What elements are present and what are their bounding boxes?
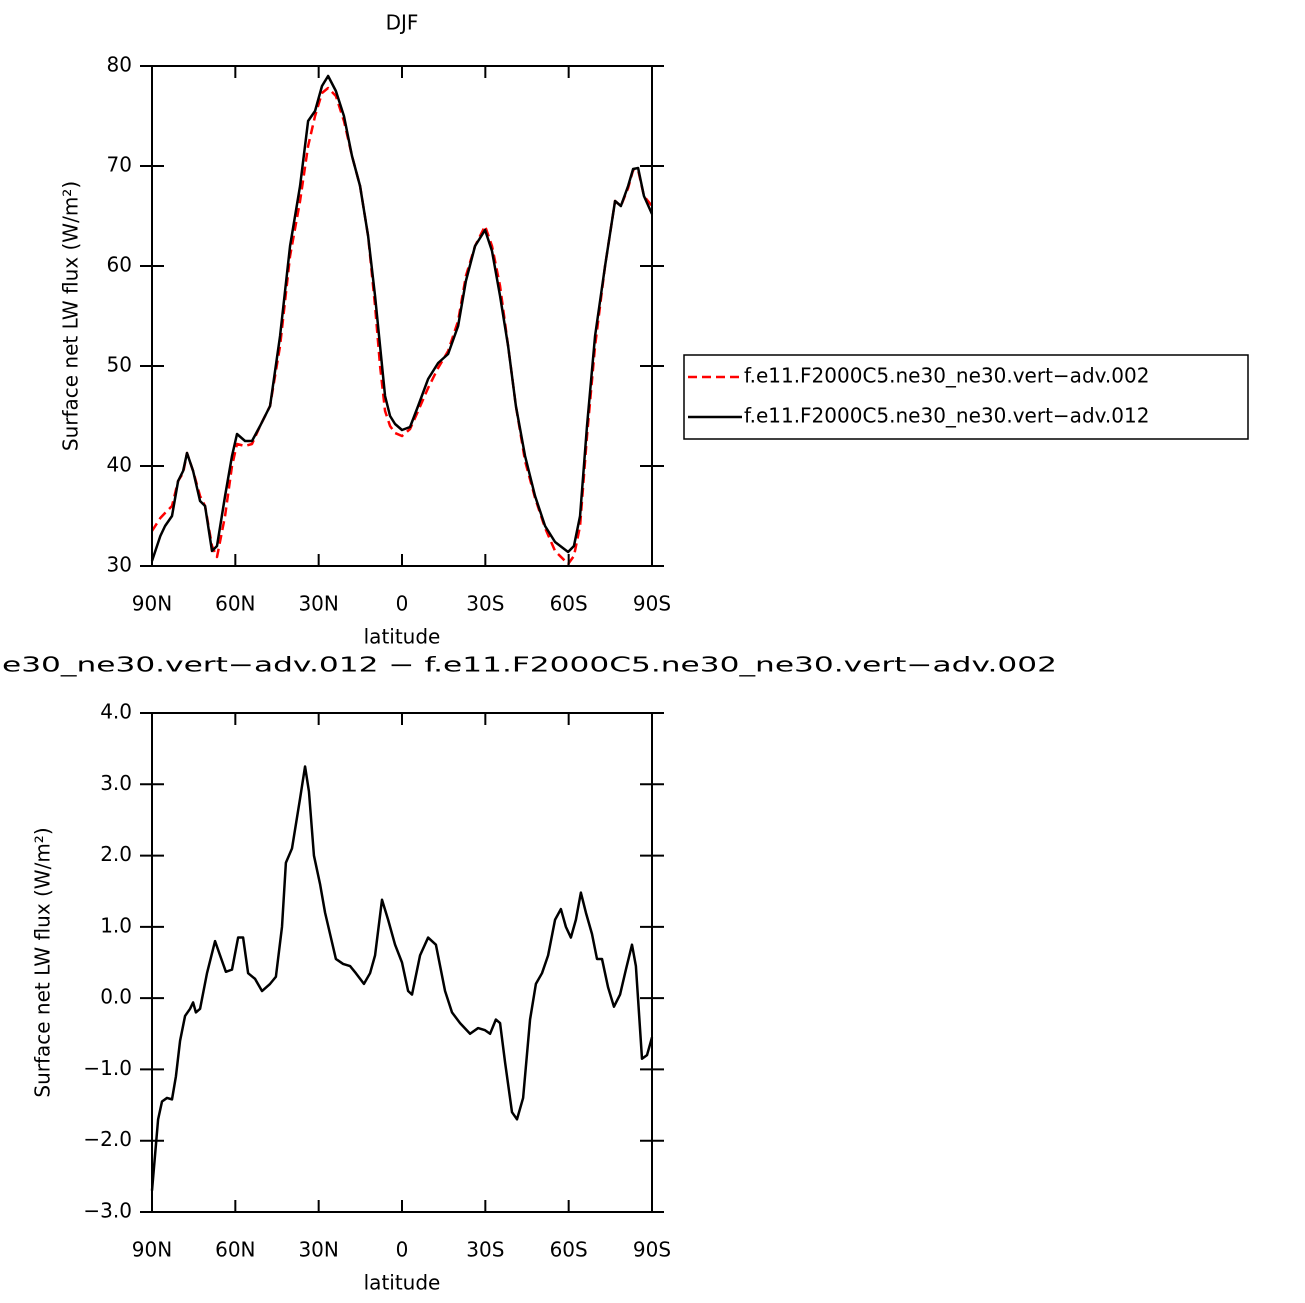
data-line xyxy=(150,765,654,1191)
chart-title: e30_ne30.vert−adv.012 − f.e11.F2000C5.ne… xyxy=(2,653,1057,677)
y-tick-label: −1.0 xyxy=(83,1056,132,1080)
y-tick-label: −2.0 xyxy=(83,1127,132,1151)
x-tick-label: 90N xyxy=(132,1238,172,1262)
x-tick-label: 30S xyxy=(466,592,504,616)
data-line xyxy=(150,86,653,566)
x-tick-label: 0 xyxy=(396,1238,409,1262)
x-axis-label: latitude xyxy=(364,1271,441,1295)
y-tick-label: 70 xyxy=(107,153,132,177)
legend-box xyxy=(683,354,1249,440)
x-tick-label: 90N xyxy=(132,592,172,616)
x-tick-label: 90S xyxy=(633,1238,671,1262)
chart-title: DJF xyxy=(386,11,419,35)
y-axis-label: Surface net LW flux (W/m²) xyxy=(59,181,83,451)
y-tick-label: 40 xyxy=(107,453,132,477)
y-tick-label: −3.0 xyxy=(83,1199,132,1223)
x-tick-label: 90S xyxy=(633,592,671,616)
y-tick-label: 4.0 xyxy=(100,700,132,724)
x-tick-label: 60S xyxy=(550,592,588,616)
x-axis-label: latitude xyxy=(364,625,441,649)
legend-label: f.e11.F2000C5.ne30_ne30.vert−adv.012 xyxy=(744,404,1149,428)
y-tick-label: 3.0 xyxy=(100,771,132,795)
y-tick-label: 30 xyxy=(107,553,132,577)
x-tick-label: 30N xyxy=(298,1238,338,1262)
x-tick-label: 60N xyxy=(215,1238,255,1262)
y-tick-label: 60 xyxy=(107,253,132,277)
x-tick-label: 30S xyxy=(466,1238,504,1262)
x-tick-label: 60S xyxy=(550,1238,588,1262)
x-tick-label: 0 xyxy=(396,592,409,616)
x-tick-label: 60N xyxy=(215,592,255,616)
y-tick-label: 2.0 xyxy=(100,842,132,866)
legend-label: f.e11.F2000C5.ne30_ne30.vert−adv.002 xyxy=(744,364,1149,388)
y-tick-label: 50 xyxy=(107,353,132,377)
y-tick-label: 1.0 xyxy=(100,913,132,937)
y-tick-label: 80 xyxy=(107,53,132,77)
y-axis-label: Surface net LW flux (W/m²) xyxy=(31,827,55,1097)
data-line xyxy=(150,74,654,562)
x-tick-label: 30N xyxy=(298,592,338,616)
y-tick-label: 0.0 xyxy=(100,985,132,1009)
